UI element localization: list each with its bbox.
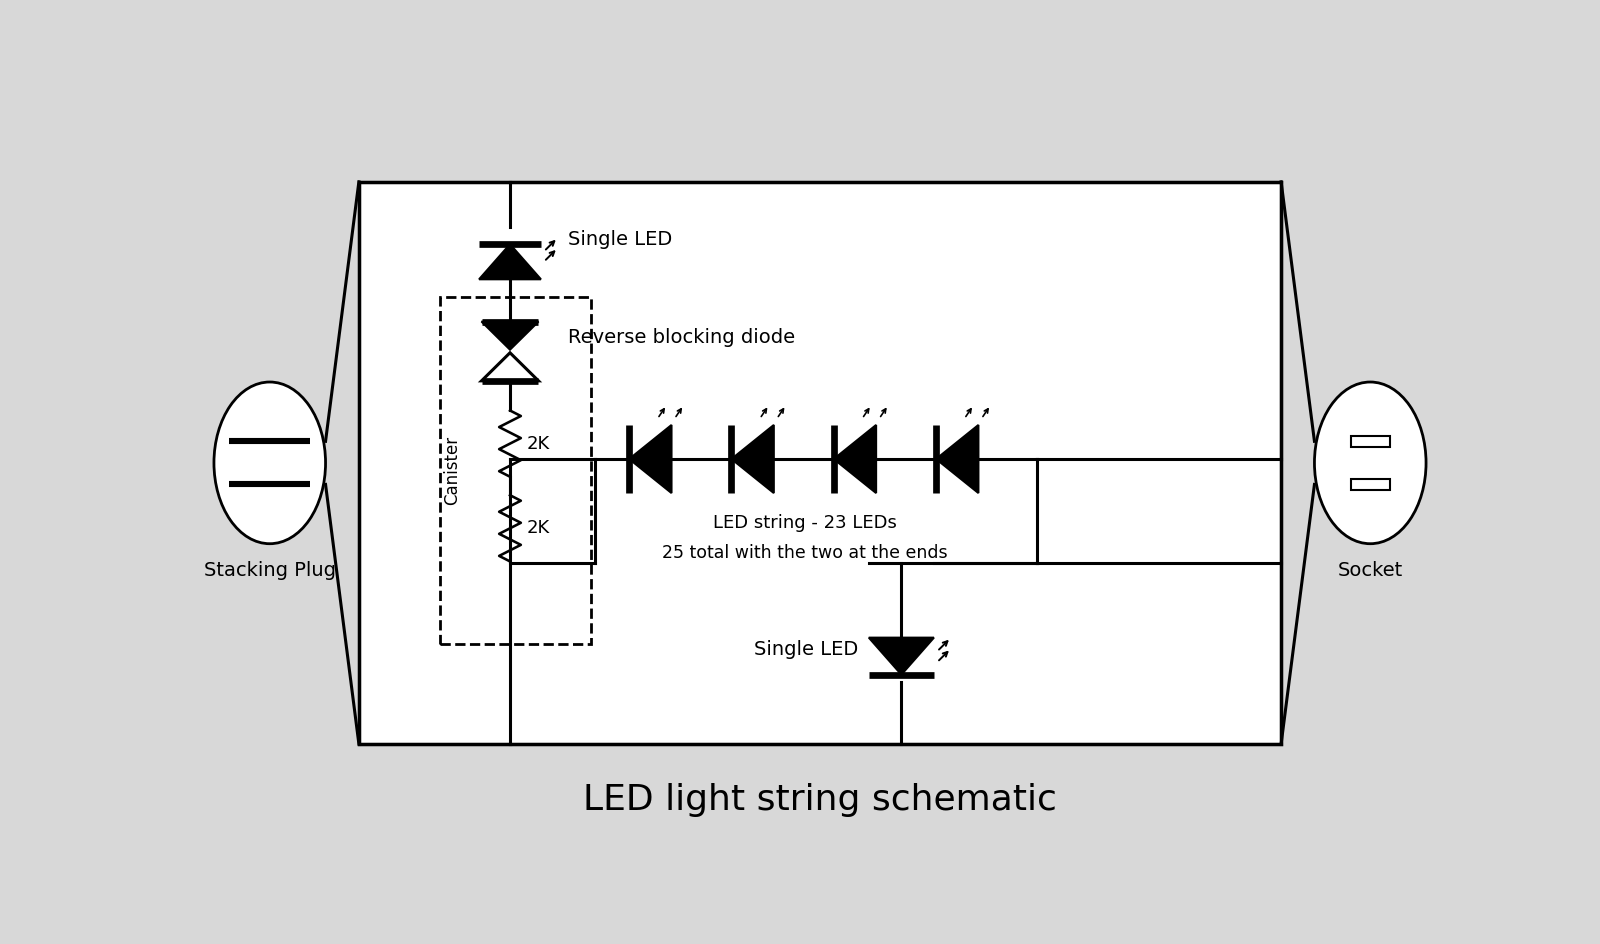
Polygon shape bbox=[869, 637, 934, 675]
Bar bbox=[358, 182, 1282, 744]
Text: 2K: 2K bbox=[526, 519, 550, 537]
Polygon shape bbox=[629, 425, 672, 493]
Text: Reverse blocking diode: Reverse blocking diode bbox=[568, 328, 795, 346]
Text: LED light string schematic: LED light string schematic bbox=[582, 784, 1058, 818]
Text: Stacking Plug: Stacking Plug bbox=[203, 561, 336, 580]
Bar bbox=[440, 297, 592, 644]
Polygon shape bbox=[482, 353, 539, 380]
Polygon shape bbox=[482, 322, 539, 349]
Text: 25 total with the two at the ends: 25 total with the two at the ends bbox=[662, 544, 947, 562]
Polygon shape bbox=[834, 425, 877, 493]
Text: Single LED: Single LED bbox=[755, 640, 859, 660]
Text: Single LED: Single LED bbox=[568, 230, 672, 249]
Ellipse shape bbox=[1315, 382, 1426, 544]
Text: LED string - 23 LEDs: LED string - 23 LEDs bbox=[712, 514, 896, 532]
Text: Socket: Socket bbox=[1338, 561, 1403, 580]
Polygon shape bbox=[731, 425, 774, 493]
Polygon shape bbox=[478, 244, 541, 279]
Text: 2K: 2K bbox=[526, 434, 550, 452]
Bar bbox=[1350, 435, 1390, 447]
Bar bbox=[1350, 479, 1390, 490]
Text: Canister: Canister bbox=[443, 436, 461, 505]
Ellipse shape bbox=[214, 382, 325, 544]
Polygon shape bbox=[936, 425, 979, 493]
